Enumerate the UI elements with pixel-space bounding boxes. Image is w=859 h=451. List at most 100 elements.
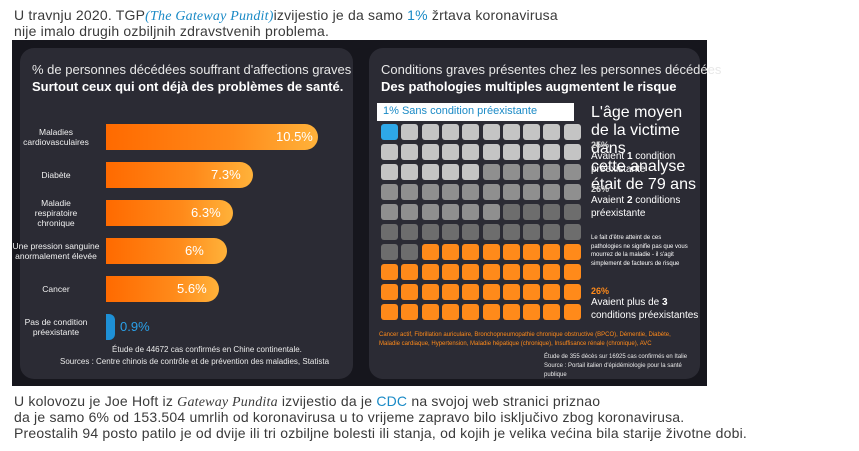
bar — [106, 314, 115, 340]
waffle-cell — [381, 284, 398, 300]
waffle-cell — [482, 144, 500, 160]
waffle-cell — [482, 184, 500, 200]
waffle-cell — [502, 224, 520, 240]
waffle-cell — [523, 244, 541, 260]
intro-pct: 1% — [407, 7, 428, 23]
waffle-cell — [462, 244, 480, 260]
waffle-cell — [401, 144, 419, 160]
bar-value: 10.5% — [276, 129, 313, 144]
bar-label: Diabète — [41, 170, 71, 180]
cdc-link[interactable]: CDC — [376, 393, 408, 409]
waffle-cell — [401, 124, 419, 140]
conditions-list: Cancer actif, Fibrillation auriculaire, … — [379, 332, 671, 347]
waffle-cell — [482, 264, 500, 280]
left-chart-panel: % de personnes décédées souffrant d'affe… — [13, 48, 353, 379]
waffle-cell — [482, 204, 500, 220]
outro-line-1: U kolovozu je Joe Hoft iz Gateway Pundit… — [14, 393, 600, 411]
left-note-2: Sources : Centre chinois de contrôle et … — [60, 357, 330, 366]
outro-line-3: Preostalih 94 posto patilo je od dvije i… — [14, 425, 747, 441]
waffle-cell — [441, 164, 459, 180]
left-title: % de personnes décédées souffrant d'affe… — [32, 62, 352, 77]
waffle-cell — [381, 304, 398, 320]
bar — [106, 162, 253, 188]
bar-value: 6.3% — [191, 205, 221, 220]
group-1: 25% Avaient 1 condition préexistante — [591, 140, 675, 176]
waffle-cell — [441, 144, 459, 160]
waffle-cell — [482, 124, 500, 140]
bar-label: Cancer — [42, 284, 70, 294]
waffle-cell — [563, 164, 581, 180]
waffle-cell — [523, 184, 541, 200]
waffle-cell — [441, 304, 459, 320]
waffle-cell — [523, 124, 541, 140]
waffle-cell — [421, 204, 439, 220]
waffle-cell — [543, 244, 561, 260]
waffle-cell — [523, 304, 541, 320]
waffle-cell — [421, 284, 439, 300]
waffle-cell — [563, 144, 581, 160]
waffle-cell — [502, 144, 520, 160]
group-1-pct: 25% — [591, 140, 610, 150]
waffle-cell — [502, 264, 520, 280]
study-note: Étude de 355 décès sur 16925 cas confirm… — [544, 354, 688, 378]
waffle-cell — [482, 244, 500, 260]
right-subtitle: Des pathologies multiples augmentent le … — [381, 79, 677, 94]
intro-prefix: U travnju 2020. TGP — [14, 7, 146, 23]
group-3-text: Avaient plus de 3 conditions préexistant… — [591, 297, 699, 321]
waffle-cell — [421, 224, 439, 240]
bar — [106, 276, 219, 302]
source-name[interactable]: (The Gateway Pundit) — [145, 9, 274, 24]
waffle-cell — [401, 244, 419, 260]
intro-line-2: nije imalo drugih ozbiljnih zdravstvenih… — [14, 23, 330, 39]
left-note-1: Étude de 44672 cas confirmés en Chine co… — [112, 345, 302, 354]
waffle-cell — [543, 164, 561, 180]
bar-label: Pas de condition préexistante — [24, 317, 88, 337]
waffle-cell — [482, 284, 500, 300]
outro-source: Gateway Pundita — [177, 395, 278, 410]
waffle-cell — [523, 264, 541, 280]
waffle-cell — [502, 124, 520, 140]
waffle-cell — [381, 144, 398, 160]
waffle-cell — [502, 284, 520, 300]
bar — [106, 124, 318, 150]
waffle-cell — [563, 264, 581, 280]
waffle-cell — [563, 284, 581, 300]
waffle-cell — [543, 204, 561, 220]
waffle-cell — [381, 184, 398, 200]
group-1-text: Avaient 1 condition préexistante — [591, 151, 676, 175]
waffle-cell — [462, 144, 480, 160]
waffle-cell — [421, 304, 439, 320]
infographic: % de personnes décédées souffrant d'affe… — [12, 40, 721, 386]
bar-label: Maladie respiratoire chronique — [34, 198, 78, 228]
waffle-cell — [502, 244, 520, 260]
waffle-cell — [462, 284, 480, 300]
waffle-cell — [523, 224, 541, 240]
waffle-cell — [401, 304, 419, 320]
waffle-cell — [421, 264, 439, 280]
waffle-cell — [543, 264, 561, 280]
waffle-cell — [523, 164, 541, 180]
outro-text-c: na svojoj web stranici priznao — [407, 393, 601, 409]
waffle-cell — [563, 204, 581, 220]
waffle-cell — [502, 184, 520, 200]
bar — [106, 238, 227, 264]
waffle-cell — [421, 144, 439, 160]
outro-text-a: U kolovozu je Joe Hoft iz — [14, 393, 178, 409]
bar-value: 6% — [185, 243, 204, 258]
bar-value: 0.9% — [120, 319, 150, 334]
waffle-cell — [543, 184, 561, 200]
waffle-cell — [462, 304, 480, 320]
bar — [106, 200, 233, 226]
waffle-cell — [523, 144, 541, 160]
waffle-cell — [381, 164, 398, 180]
waffle-cell — [563, 244, 581, 260]
waffle-cell — [502, 204, 520, 220]
waffle-cell — [482, 304, 500, 320]
waffle-cell — [563, 224, 581, 240]
legend-label: 1% Sans condition préexistante — [383, 105, 538, 117]
waffle-cell — [381, 124, 398, 140]
waffle-cell — [523, 284, 541, 300]
outro-text-b: izvijestio da je — [277, 393, 377, 409]
right-chart-panel: Conditions graves présentes chez les per… — [369, 48, 721, 379]
waffle-cell — [401, 224, 419, 240]
